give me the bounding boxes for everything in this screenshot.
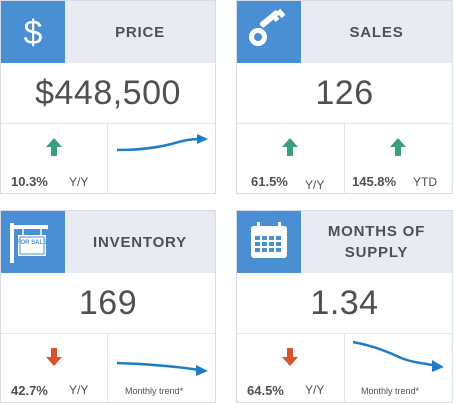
up-arrow-icon (282, 138, 298, 156)
svg-text:$: $ (24, 14, 43, 52)
months-of-supply-change: 64.5% (247, 383, 284, 398)
months-of-supply-value: 1.34 (237, 273, 452, 334)
months-of-supply-title-line2: SUPPLY (344, 244, 409, 261)
sales-value: 126 (237, 63, 452, 124)
sales-change: 61.5% (251, 174, 288, 189)
price-change: 10.3% (11, 174, 48, 189)
sales-card: SALES 126 61.5% Y/Y 145.8% YTD (236, 0, 453, 194)
down-arrow-icon (46, 348, 62, 366)
price-title: PRICE (115, 23, 165, 41)
inventory-card: FOR SALE INVENTORY 169 42.7% Y/Y Monthly… (0, 210, 216, 403)
inventory-change: 42.7% (11, 383, 48, 398)
down-arrow-icon (282, 348, 298, 366)
up-arrow-icon (46, 138, 62, 156)
inventory-trend-line (116, 361, 208, 376)
for-sale-sign-icon: FOR SALE (1, 211, 65, 273)
inventory-trend-label: Monthly trend* (125, 386, 184, 396)
sales-ytd-change: 145.8% (352, 174, 397, 189)
months-of-supply-trend-label: Monthly trend* (361, 386, 420, 396)
sales-ytd-unit: YTD (413, 175, 437, 189)
svg-text:FOR SALE: FOR SALE (17, 240, 47, 246)
price-divider (107, 124, 108, 193)
house-key-icon (237, 1, 301, 63)
price-change-unit: Y/Y (69, 175, 89, 189)
dollar-icon: $ (1, 1, 65, 63)
months-of-supply-divider (344, 334, 345, 402)
months-of-supply-card: MONTHS OF SUPPLY 1.34 64.5% Y/Y Monthly … (236, 210, 453, 403)
calendar-icon (237, 211, 301, 273)
months-of-supply-header: MONTHS OF SUPPLY (237, 211, 452, 273)
inventory-title: INVENTORY (93, 233, 187, 251)
sales-header: SALES (237, 1, 452, 63)
sales-divider (344, 124, 345, 193)
sales-title: SALES (349, 23, 404, 41)
inventory-divider (107, 334, 108, 402)
sales-change-unit: Y/Y (305, 178, 325, 192)
inventory-value: 169 (1, 273, 215, 334)
price-header: $ PRICE (1, 1, 215, 63)
price-trend-line (116, 134, 208, 152)
months-of-supply-change-unit: Y/Y (305, 383, 325, 397)
months-of-supply-title-line1: MONTHS OF (327, 223, 426, 240)
months-of-supply-title: MONTHS OF SUPPLY (301, 211, 452, 273)
inventory-change-unit: Y/Y (69, 383, 89, 397)
up-arrow-icon (390, 138, 406, 156)
months-of-supply-trend-line (352, 340, 444, 372)
inventory-header: FOR SALE INVENTORY (1, 211, 215, 273)
price-card: $ PRICE $448,500 10.3% Y/Y (0, 0, 216, 194)
price-value: $448,500 (1, 63, 215, 124)
